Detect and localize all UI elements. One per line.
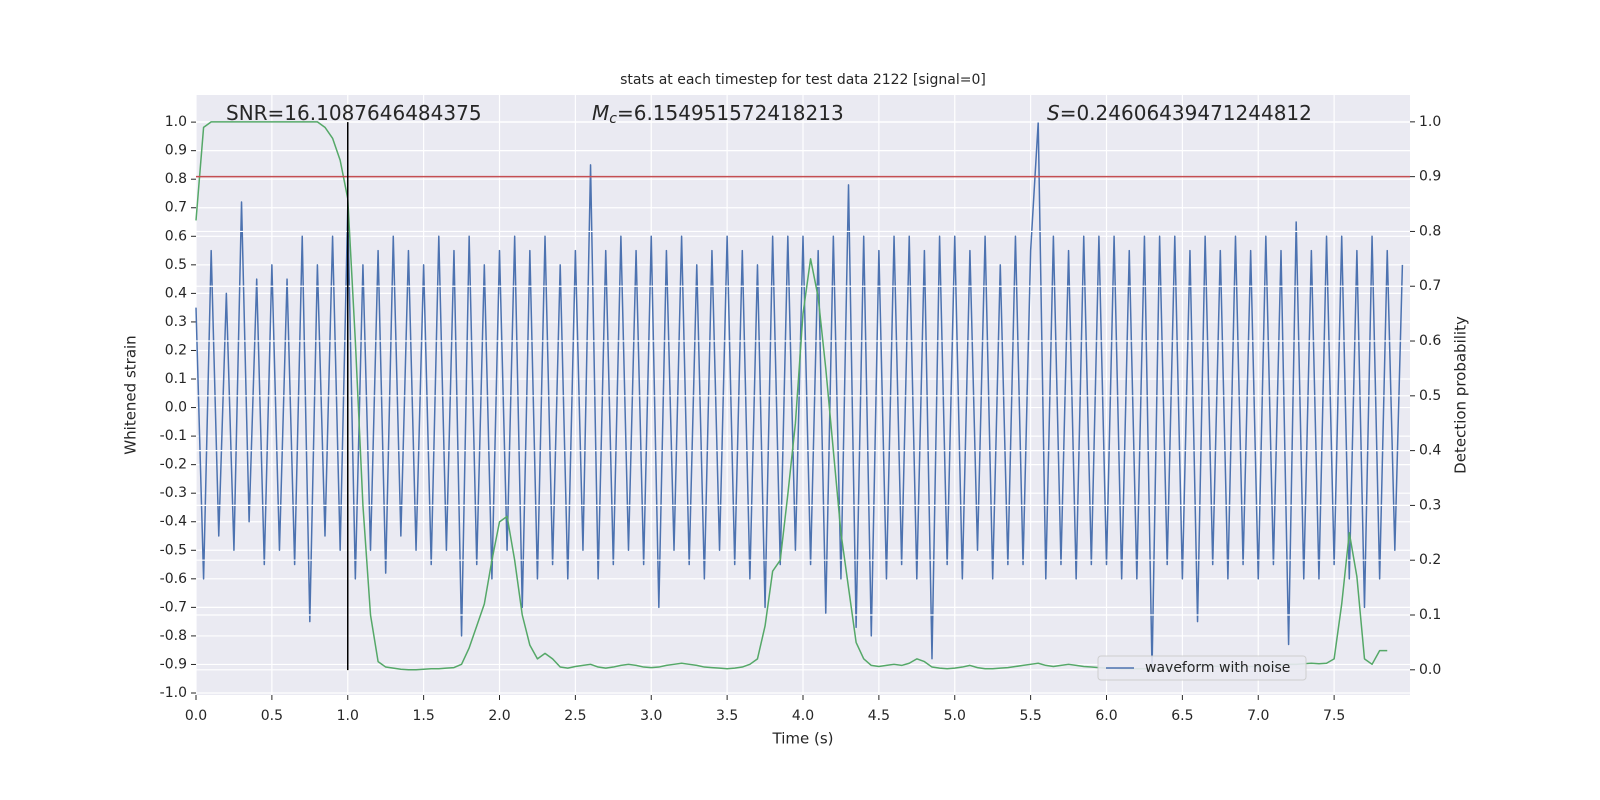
x-tick-label: 3.0	[640, 708, 662, 724]
y-tick-label: 0.0	[165, 400, 187, 416]
annotation-symbol: M	[592, 101, 609, 125]
legend-box	[1097, 655, 1307, 681]
annotation-text: SNR=16.1087646484375	[226, 101, 482, 125]
x-tick-label: 6.5	[1171, 708, 1193, 724]
annotation: Mc=6.154951572418213	[592, 101, 844, 128]
x-tick-label: 2.5	[564, 708, 586, 724]
y-tick-label: 0.3	[165, 314, 187, 330]
x-tick-label: 5.5	[1019, 708, 1041, 724]
x-tick-label: 7.0	[1247, 708, 1269, 724]
x-tick-label: 3.5	[716, 708, 738, 724]
y2-tick-label: 0.1	[1419, 607, 1441, 623]
y2-tick-label: 1.0	[1419, 114, 1441, 130]
x-tick-label: 6.0	[1095, 708, 1117, 724]
y-tick-label: -0.7	[160, 599, 187, 615]
x-tick-label: 5.0	[944, 708, 966, 724]
y-tick-label: -0.6	[160, 571, 187, 587]
y-tick-label: 1.0	[165, 114, 187, 130]
y-tick-label: -0.2	[160, 457, 187, 473]
chart-title: stats at each timestep for test data 212…	[620, 72, 986, 88]
y2-tick-label: 0.7	[1419, 278, 1441, 294]
y-tick-label: -0.8	[160, 628, 187, 644]
y-tick-label: 0.2	[165, 342, 187, 358]
y-tick-label: -0.1	[160, 428, 187, 444]
y-tick-label: -1.0	[160, 685, 187, 701]
y2-tick-label: 0.0	[1419, 662, 1441, 678]
y2-tick-label: 0.2	[1419, 552, 1441, 568]
y2-tick-label: 0.5	[1419, 388, 1441, 404]
x-tick-label: 2.0	[488, 708, 510, 724]
y2-tick-label: 0.3	[1419, 497, 1441, 513]
y-tick-label: 0.4	[165, 285, 187, 301]
y-axis-label: Whitened strain	[122, 335, 140, 454]
x-tick-label: 0.5	[261, 708, 283, 724]
y-tick-label: 0.8	[165, 171, 187, 187]
y-tick-label: -0.4	[160, 514, 187, 530]
x-tick-label: 7.5	[1323, 708, 1345, 724]
y-tick-label: 0.7	[165, 200, 187, 216]
annotation-subscript: c	[609, 111, 617, 127]
y2-tick-label: 0.8	[1419, 223, 1441, 239]
x-axis-label: Time (s)	[772, 730, 834, 748]
annotation-text: =6.154951572418213	[617, 101, 844, 125]
y-tick-label: -0.9	[160, 656, 187, 672]
y2-tick-label: 0.9	[1419, 169, 1441, 185]
legend-label: waveform with noise	[1145, 660, 1290, 676]
x-tick-label: 4.5	[868, 708, 890, 724]
x-tick-label: 0.0	[185, 708, 207, 724]
x-tick-label: 1.0	[337, 708, 359, 724]
y2-tick-label: 0.4	[1419, 443, 1441, 459]
annotation-text: =0.24606439471244812	[1060, 101, 1312, 125]
y2-axis-label: Detection probability	[1452, 316, 1470, 474]
y2-tick-label: 0.6	[1419, 333, 1441, 349]
annotation: S=0.24606439471244812	[1047, 101, 1312, 125]
y-tick-label: 0.9	[165, 143, 187, 159]
series-line	[195, 121, 1404, 671]
y-tick-label: -0.5	[160, 542, 187, 558]
y-tick-label: 0.5	[165, 257, 187, 273]
y-tick-label: 0.6	[165, 228, 187, 244]
annotation: SNR=16.1087646484375	[226, 101, 482, 125]
y-tick-label: -0.3	[160, 485, 187, 501]
x-tick-label: 4.0	[792, 708, 814, 724]
y-tick-label: 0.1	[165, 371, 187, 387]
annotation-symbol: S	[1047, 101, 1060, 125]
x-tick-label: 1.5	[412, 708, 434, 724]
